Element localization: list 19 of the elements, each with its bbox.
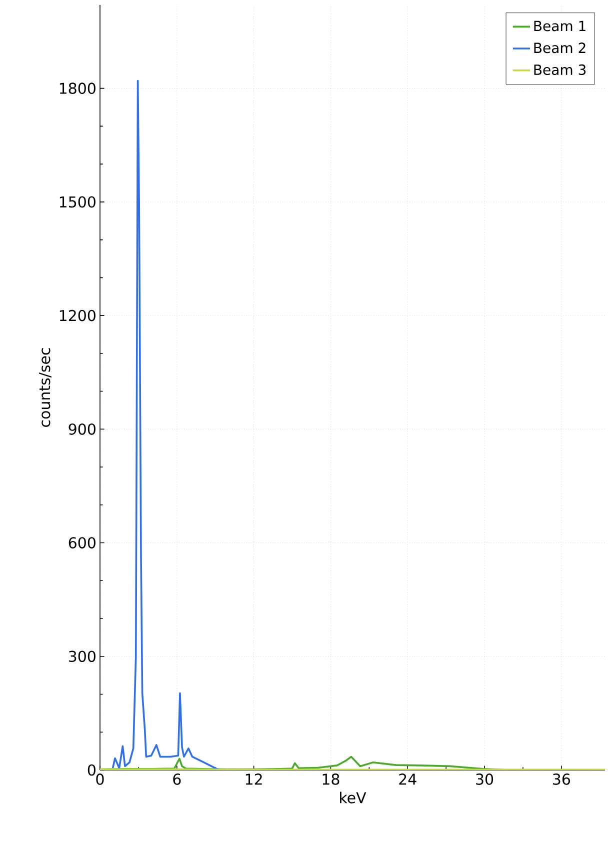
x-tick-label: 12 [246,774,262,785]
x-tick-label: 6 [173,774,181,785]
x-tick-label: 24 [399,774,416,785]
legend-label: Beam 2 [534,42,586,54]
y-tick-label: 600 [68,537,96,548]
legend-label: Beam 3 [534,64,586,76]
y-tick-label: 1500 [60,196,96,208]
y-tick-label: 1800 [60,82,96,94]
y-tick-label: 900 [68,423,96,435]
x-tick-label: 0 [96,774,104,785]
x-axis-title: keV [340,792,366,804]
x-tick-label: 18 [322,774,340,785]
y-axis-title: counts/sec [39,348,52,427]
legend-label: Beam 1 [534,20,586,32]
x-tick-label: 36 [553,774,570,785]
y-tick-label: 300 [68,650,96,662]
x-tick-label: 30 [476,774,494,785]
y-tick-label: 0 [88,764,96,776]
y-tick-label: 1200 [60,310,96,322]
